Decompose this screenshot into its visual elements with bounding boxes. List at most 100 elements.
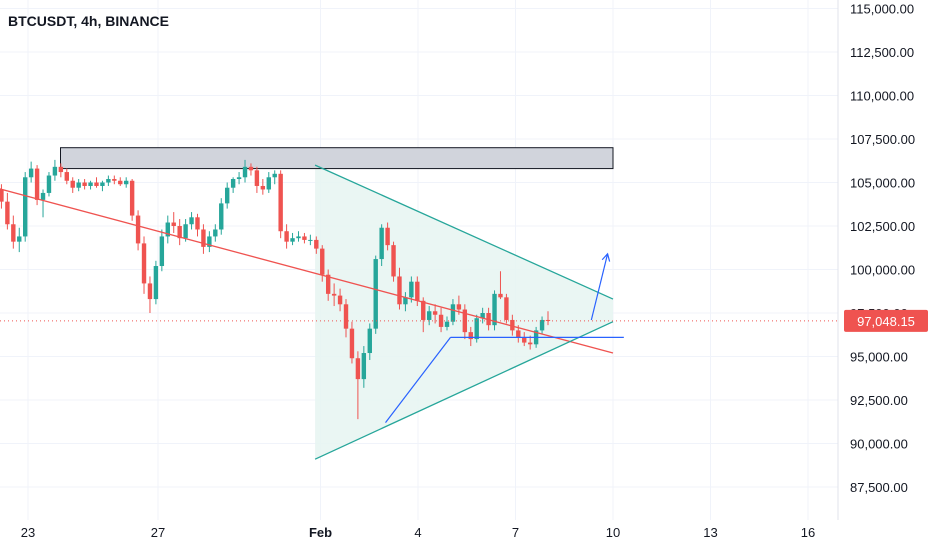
candle-body <box>456 304 462 310</box>
candle-body <box>76 182 81 188</box>
candle-body <box>230 179 236 188</box>
candle-body <box>373 259 378 329</box>
symbol-title: BTCUSDT, 4h, BINANCE <box>8 13 170 29</box>
candle-body <box>106 179 111 183</box>
candle-body <box>219 203 224 230</box>
candle-body <box>510 319 515 331</box>
candle-body <box>278 173 283 232</box>
candle-body <box>70 180 75 188</box>
candle-body <box>0 189 4 202</box>
price-tick-label: 110,000.00 <box>850 89 914 104</box>
candle-body <box>444 321 450 327</box>
triangle-upper-line <box>314 164 614 300</box>
candle-body <box>296 236 301 239</box>
candle-body <box>5 201 10 225</box>
candle-body <box>260 185 266 190</box>
candle-body <box>320 248 325 275</box>
candle-body <box>118 180 123 185</box>
time-tick-label: 4 <box>414 525 421 540</box>
time-tick-label: 7 <box>512 525 519 540</box>
price-tick-label: 115,000.00 <box>850 2 914 17</box>
candle-body <box>94 182 99 186</box>
candle-body <box>302 236 307 240</box>
candle-body <box>522 337 527 343</box>
candle-body <box>165 222 170 237</box>
candle-body <box>516 330 521 338</box>
candle-body <box>539 319 545 331</box>
candle-body <box>314 239 319 249</box>
candle-body <box>189 217 194 225</box>
candle-body <box>498 293 503 298</box>
time-tick-label: 23 <box>21 525 35 540</box>
candle-body <box>171 222 176 226</box>
candle-body <box>23 177 28 237</box>
candle-body <box>52 166 58 176</box>
candle-body <box>100 182 105 186</box>
candle-body <box>361 353 367 380</box>
candle-body <box>331 293 337 296</box>
candle-body <box>254 170 260 186</box>
candle-body <box>46 175 52 193</box>
projection-arrow-head <box>601 252 611 262</box>
current-price-label: 97,048.15 <box>857 314 915 329</box>
candle-body <box>284 231 289 242</box>
candle-body <box>123 180 129 185</box>
candle-body <box>207 236 212 247</box>
candle-body <box>64 172 69 181</box>
time-tick-label: 10 <box>606 525 620 540</box>
candle-body <box>213 229 218 237</box>
candle-body <box>349 328 355 359</box>
price-tick-label: 107,500.00 <box>850 132 915 147</box>
candle-body <box>468 332 473 340</box>
price-tick-label: 90,000.00 <box>850 437 908 452</box>
candle-body <box>129 180 135 216</box>
candle-body <box>343 304 349 329</box>
price-tick-label: 100,000.00 <box>850 263 915 278</box>
candle-body <box>224 187 230 204</box>
time-tick-label: 16 <box>801 525 815 540</box>
candle-body <box>421 300 426 320</box>
price-tick-label: 95,000.00 <box>850 350 908 365</box>
candle-body <box>438 314 444 327</box>
candle-body <box>290 238 295 242</box>
candle-body <box>242 166 248 178</box>
candle-body <box>355 358 361 380</box>
candle-body <box>28 168 34 178</box>
candle-body <box>397 276 402 305</box>
candle-body <box>141 243 147 284</box>
candle-body <box>159 236 165 267</box>
candle-body <box>337 295 343 305</box>
candle-body <box>432 311 438 315</box>
candle-body <box>248 166 254 171</box>
candle-body <box>492 293 497 326</box>
time-tick-label: Feb <box>309 525 332 540</box>
candle-body <box>385 227 390 246</box>
price-tick-label: 102,500.00 <box>850 219 915 234</box>
time-tick-label: 27 <box>151 525 165 540</box>
candle-body <box>474 318 479 340</box>
candle-body <box>272 173 277 178</box>
price-tick-label: 92,500.00 <box>850 393 908 408</box>
candle-body <box>183 224 188 239</box>
candle-body <box>409 281 414 298</box>
current-price-badge <box>844 309 928 332</box>
candle-body <box>426 311 432 320</box>
candle-body <box>367 328 372 354</box>
candle-body <box>17 236 22 242</box>
candle-body <box>266 177 271 190</box>
candle-body <box>88 182 93 186</box>
candle-body <box>236 177 242 180</box>
candle-body <box>415 281 420 301</box>
candle-body <box>391 245 396 277</box>
price-tick-label: 112,500.00 <box>850 45 914 60</box>
candle-body <box>403 297 408 305</box>
candle-body <box>147 283 153 300</box>
time-tick-label: 13 <box>703 525 717 540</box>
candle-body <box>325 274 331 294</box>
time-axis[interactable]: 23 27 Feb 4 7 10 13 16 <box>21 525 815 540</box>
candle-body <box>112 179 117 181</box>
candle-body <box>201 229 206 247</box>
candle-body <box>379 227 384 260</box>
price-axis[interactable]: 87,500.0090,000.0092,500.0095,000.0097,5… <box>850 2 915 496</box>
